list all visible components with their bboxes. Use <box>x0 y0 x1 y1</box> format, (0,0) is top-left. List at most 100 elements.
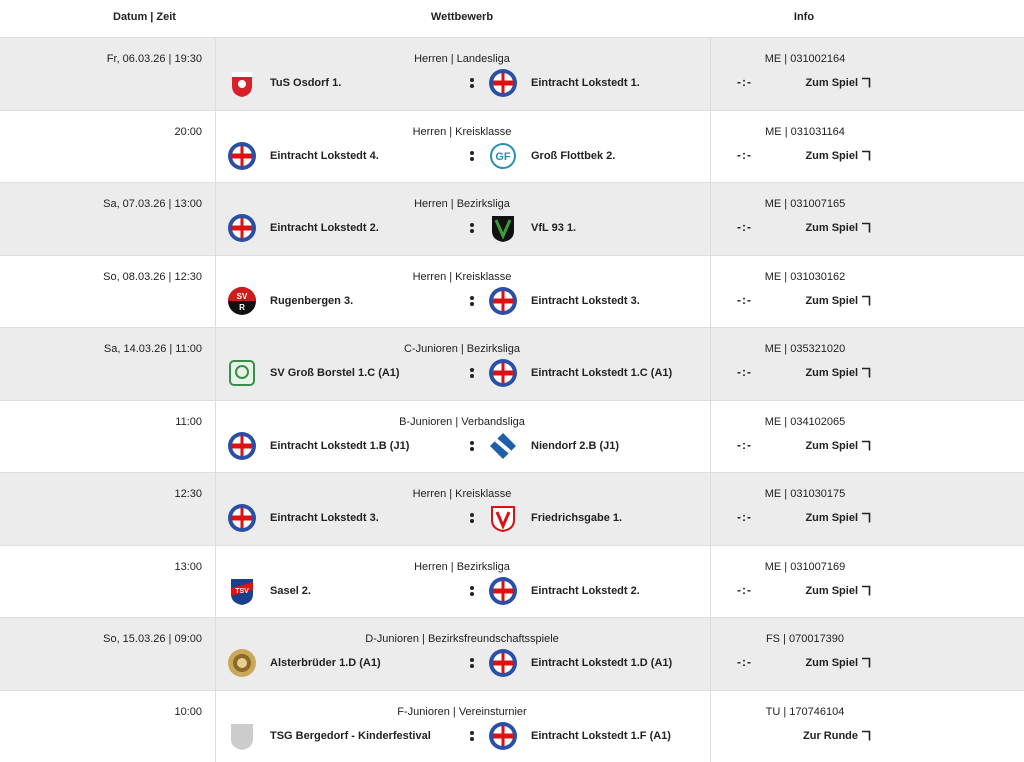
home-team: Sasel 2. <box>270 584 311 597</box>
competition: F-Junioren | Vereinsturnier <box>397 705 527 718</box>
header-border <box>0 37 1024 38</box>
home-team: Alsterbrüder 1.D (A1) <box>270 657 381 669</box>
competition: Herren | Kreisklasse <box>412 270 512 283</box>
home-team: TuS Osdorf 1. <box>270 77 342 89</box>
team-logo <box>491 506 515 533</box>
team-logo <box>228 504 256 532</box>
team-logo <box>229 360 255 386</box>
match-code: TU | 170746104 <box>765 705 845 718</box>
match-code: ME | 031007169 <box>764 560 846 573</box>
score: -:- <box>737 75 752 89</box>
match-link[interactable]: Zum Spiel <box>805 584 858 597</box>
team-logo <box>228 214 256 242</box>
link-icon <box>862 222 871 233</box>
team-logo <box>232 72 252 97</box>
team-logo <box>228 431 256 460</box>
match-row: 10:00 F-Junioren | Vereinsturnier TU | 170… <box>0 691 1024 762</box>
link-icon <box>862 150 871 160</box>
match-code: ME | 031007165 <box>764 198 846 210</box>
match-code: ME | 034102065 <box>764 415 846 428</box>
match-date: So, 15.03.26 | 09:00 <box>103 633 202 645</box>
header-competition: Wettbewerb <box>430 11 494 23</box>
svg-text:SV: SV <box>237 292 248 301</box>
match-date: 20:00 <box>174 125 202 138</box>
match-code: ME | 031002164 <box>764 53 846 65</box>
team-logo <box>228 141 256 170</box>
competition: Herren | Kreisklasse <box>412 488 512 500</box>
score: -:- <box>737 582 752 597</box>
away-team: Eintracht Lokstedt 1.D (A1) <box>531 657 673 669</box>
match-link[interactable]: Zum Spiel <box>805 149 858 162</box>
header-date: Datum | Zeit <box>113 11 176 23</box>
match-link[interactable]: Zum Spiel <box>805 367 858 379</box>
link-icon <box>862 77 871 88</box>
vs-separator <box>470 368 474 378</box>
svg-text:TSV: TSV <box>235 588 249 595</box>
vs-separator <box>470 78 474 88</box>
match-row: So, 08.03.26 | 12:30 Herren | Kreisklasse… <box>0 256 1024 328</box>
team-logo <box>489 69 517 97</box>
competition: D-Junioren | Bezirksfreundschaftsspiele <box>365 633 559 645</box>
away-team: Eintracht Lokstedt 1.C (A1) <box>531 367 673 379</box>
team-logo <box>228 649 256 677</box>
match-link[interactable]: Zum Spiel <box>805 512 858 524</box>
link-icon <box>862 295 871 305</box>
match-row: 20:00 Herren | Kreisklasse ME | 031031164 E… <box>0 111 1024 183</box>
match-link[interactable]: Zum Spiel <box>805 294 858 307</box>
home-team: TSG Bergedorf - Kinderfestival <box>270 729 431 742</box>
match-code: FS | 070017390 <box>765 633 845 645</box>
match-date: 13:00 <box>174 560 202 573</box>
team-logo <box>489 576 517 605</box>
svg-text:R: R <box>239 303 245 312</box>
team-logo <box>231 723 253 750</box>
competition: Herren | Bezirksliga <box>414 560 510 573</box>
match-date: 11:00 <box>175 415 202 428</box>
team-logo <box>489 359 517 387</box>
match-date: Sa, 14.03.26 | 11:00 <box>103 343 202 355</box>
competition: Herren | Bezirksliga <box>414 198 510 210</box>
home-team: Eintracht Lokstedt 2. <box>270 222 379 234</box>
score: -:- <box>737 510 752 524</box>
match-link[interactable]: Zum Spiel <box>805 439 858 452</box>
match-date: 10:00 <box>174 705 202 718</box>
match-link[interactable]: Zum Spiel <box>805 657 858 669</box>
match-row: So, 15.03.26 | 09:00 D-Junioren | Bezirks… <box>0 618 1024 691</box>
match-code: ME | 031031164 <box>765 125 845 138</box>
match-link[interactable]: Zur Runde <box>803 729 858 742</box>
competition: C-Junioren | Bezirksliga <box>404 343 520 355</box>
team-logo: SV R <box>228 286 256 315</box>
home-team: SV Groß Borstel 1.C (A1) <box>270 367 400 379</box>
column-separator <box>215 37 216 762</box>
svg-text:GF: GF <box>495 151 511 163</box>
match-date: Fr, 06.03.26 | 19:30 <box>106 53 202 65</box>
column-separator <box>710 37 711 762</box>
vs-separator <box>470 223 474 233</box>
match-link[interactable]: Zum Spiel <box>805 222 858 234</box>
header-info: Info <box>793 11 815 23</box>
match-date: Sa, 07.03.26 | 13:00 <box>103 198 202 210</box>
match-row: Sa, 07.03.26 | 13:00 Herren | Bezirksliga… <box>0 183 1024 256</box>
team-logo: GF <box>490 142 516 169</box>
match-row: 13:00 Herren | Bezirksliga ME | 031007169 T… <box>0 546 1024 618</box>
match-date: So, 08.03.26 | 12:30 <box>103 270 202 283</box>
vs-separator <box>470 730 474 741</box>
competition: Herren | Kreisklasse <box>412 125 512 138</box>
vs-separator <box>470 513 474 523</box>
link-icon <box>862 440 871 450</box>
score: -:- <box>737 365 752 379</box>
match-code: ME | 035321020 <box>764 343 846 355</box>
team-logo <box>489 721 517 750</box>
away-team: VfL 93 1. <box>531 222 577 234</box>
link-icon <box>862 367 871 378</box>
score: -:- <box>737 147 752 162</box>
competition: Herren | Landesliga <box>414 53 510 65</box>
away-team: Eintracht Lokstedt 1.F (A1) <box>531 729 671 742</box>
score: -:- <box>737 655 752 669</box>
away-team: Groß Flottbek 2. <box>531 149 616 162</box>
link-icon <box>862 657 871 668</box>
vs-separator <box>470 658 474 668</box>
home-team: Eintracht Lokstedt 4. <box>270 149 379 162</box>
match-link[interactable]: Zum Spiel <box>805 77 858 89</box>
match-date: 12:30 <box>174 488 202 500</box>
